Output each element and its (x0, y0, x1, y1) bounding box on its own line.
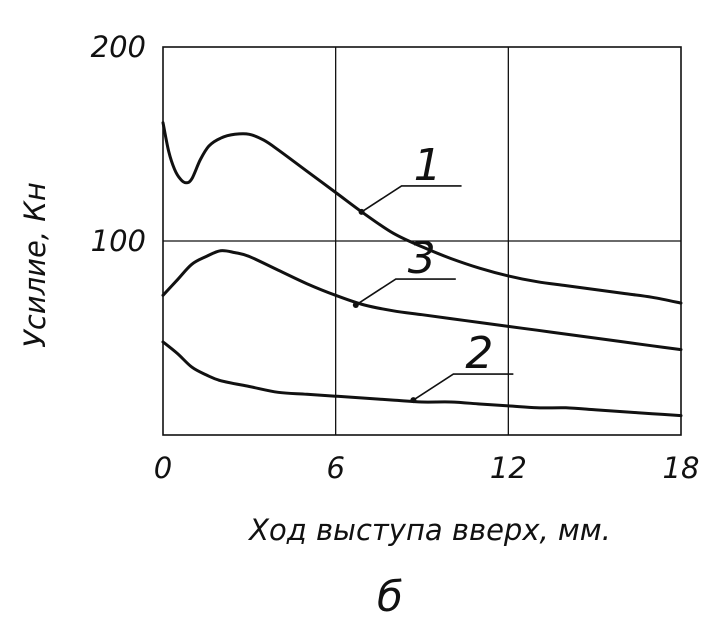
callout-leader-1 (361, 185, 462, 213)
x-tick-label: 12 (490, 451, 527, 485)
panel-label: б (377, 572, 403, 618)
x-tick-label: 18 (663, 451, 700, 485)
y-tick-label: 100 (91, 224, 146, 258)
series-line-1 (161, 121, 683, 305)
curve-label-2: 2 (465, 328, 493, 379)
y-tick-label: 200 (91, 30, 146, 64)
callout-leader-2 (412, 373, 514, 401)
label-layer: 1 32 (352, 140, 514, 404)
curve-layer (161, 121, 683, 418)
series-line-3 (161, 249, 683, 352)
y-axis-title: Усилие, Кн (18, 182, 52, 348)
x-tick-label: 6 (326, 451, 344, 485)
series-line-2 (161, 340, 683, 418)
x-tick-label: 0 (154, 451, 172, 485)
curve-label-3: 3 (408, 233, 436, 284)
callout-leader-3 (355, 278, 456, 306)
x-axis-title: Ход выступа вверх, мм. (247, 513, 611, 547)
curve-label-1: 1 (414, 140, 442, 191)
grid-layer (162, 46, 682, 436)
